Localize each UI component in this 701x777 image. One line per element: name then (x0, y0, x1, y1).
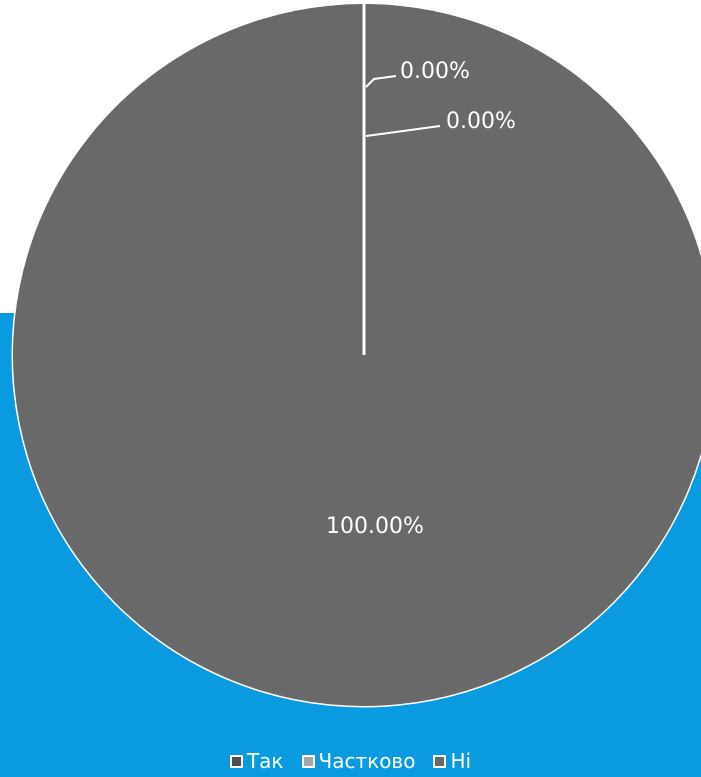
data-label-tak: 0.00% (400, 59, 470, 84)
legend-item-ni: Ні (433, 749, 471, 773)
slice-ni (13, 4, 701, 706)
data-label-ni: 100.00% (326, 514, 424, 539)
legend-swatch (229, 754, 243, 768)
legend-item-tak: Так (229, 749, 284, 773)
data-labels: 0.00% 0.00% 100.00% (326, 59, 516, 539)
legend-swatch (433, 754, 447, 768)
legend: Так Частково Ні (0, 746, 701, 776)
data-label-chastkovo: 0.00% (446, 109, 516, 134)
legend-item-chastkovo: Частково (301, 749, 416, 773)
pie-slices (11, 2, 701, 708)
leader-lines (365, 75, 441, 137)
leader-line-chastkovo (365, 125, 441, 137)
legend-label: Ні (450, 749, 472, 773)
leader-line-tak (365, 75, 397, 88)
legend-swatch (301, 754, 315, 768)
legend-label: Частково (318, 749, 416, 773)
legend-label: Так (246, 749, 284, 773)
